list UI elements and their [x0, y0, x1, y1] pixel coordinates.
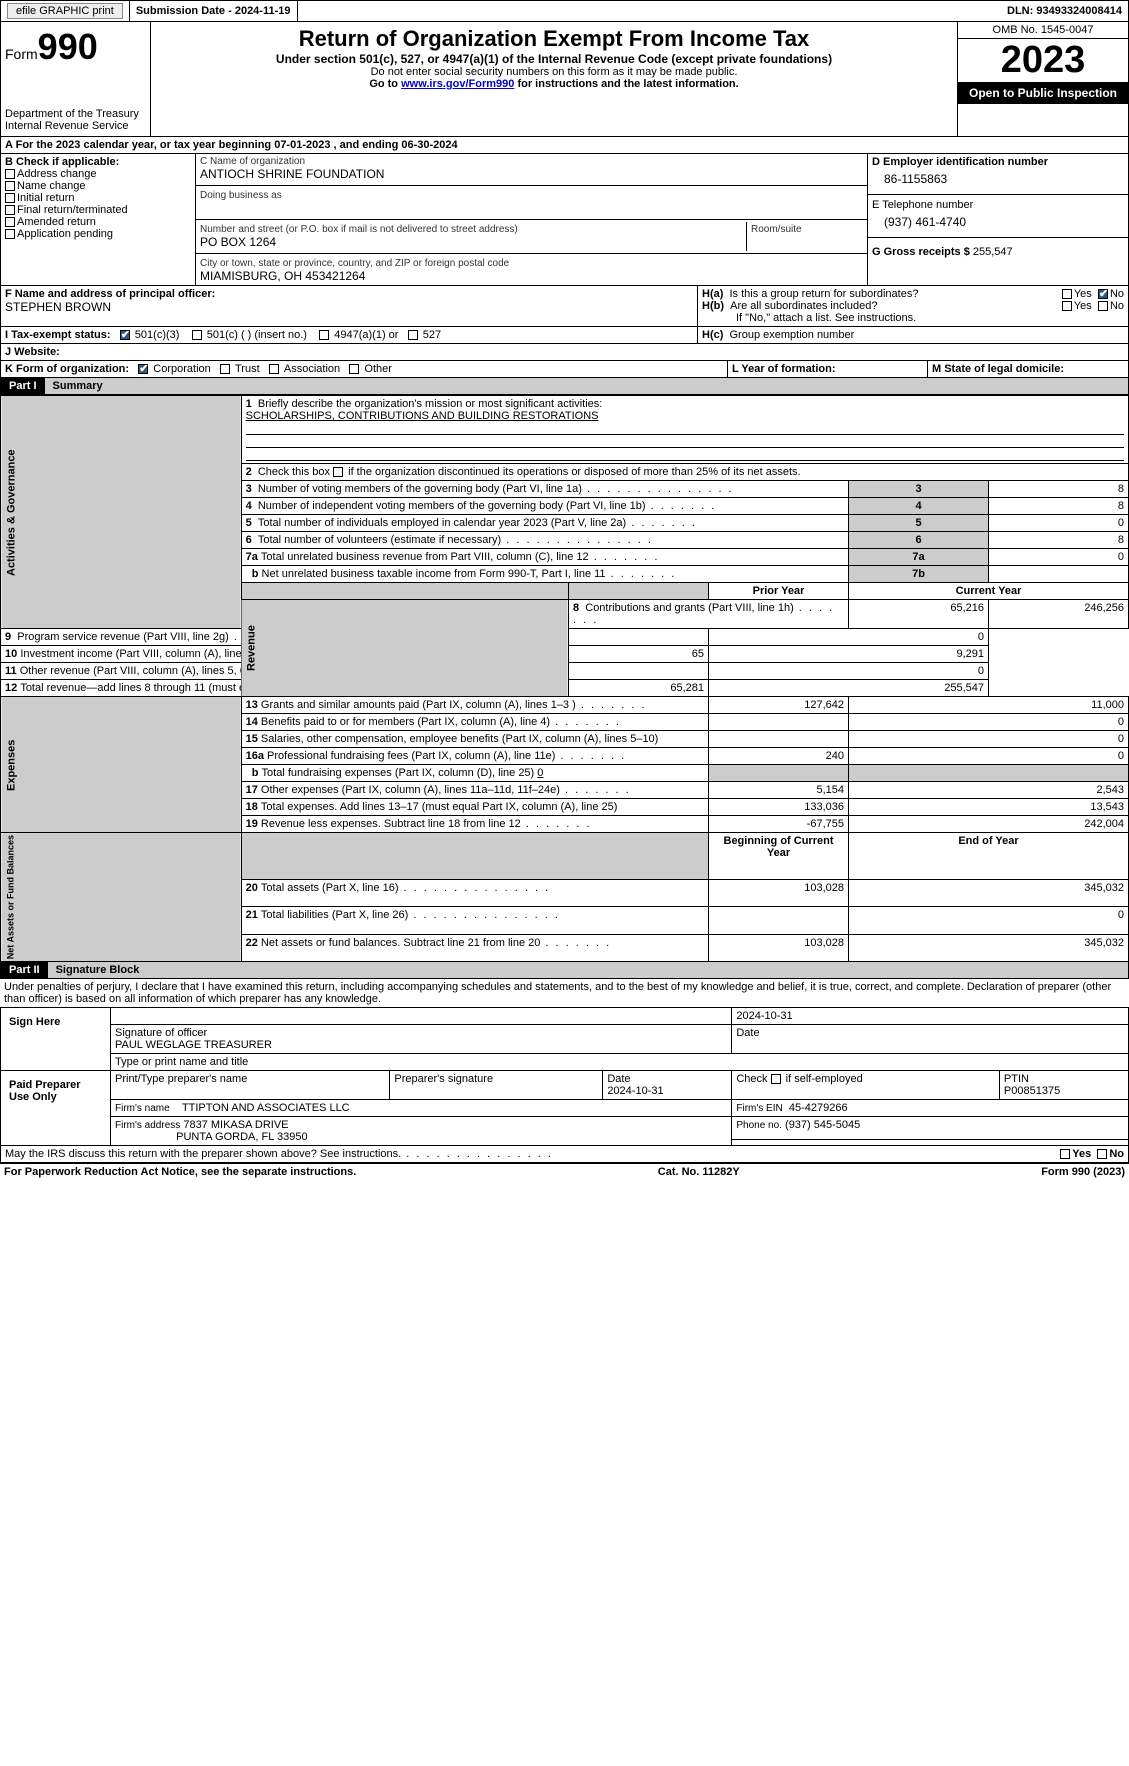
chk-ha-no[interactable] — [1098, 289, 1108, 299]
officer-name: PAUL WEGLAGE TREASURER — [115, 1039, 272, 1051]
ssn-note: Do not enter social security numbers on … — [155, 66, 953, 78]
firm-ein: 45-4279266 — [789, 1102, 848, 1114]
box-f: F Name and address of principal officer:… — [1, 286, 698, 326]
principal-officer: STEPHEN BROWN — [5, 300, 693, 314]
paid-preparer: Paid Preparer Use Only — [1, 1071, 111, 1146]
chk-address-change[interactable] — [5, 169, 15, 179]
dba — [200, 201, 863, 215]
topbar: efile GRAPHIC print Submission Date - 20… — [0, 0, 1129, 22]
form-rev: Form 990 (2023) — [1041, 1166, 1125, 1178]
part2-label: Part II — [1, 962, 48, 978]
firm-address2: PUNTA GORDA, FL 33950 — [176, 1131, 307, 1143]
efile-print: efile GRAPHIC print — [1, 1, 130, 21]
dln: DLN: 93493324008414 — [1001, 1, 1128, 21]
chk-application-pending[interactable] — [5, 229, 15, 239]
perjury-declaration: Under penalties of perjury, I declare th… — [0, 979, 1129, 1007]
vlabel-revenue: Revenue — [241, 600, 568, 697]
gross-receipts: G Gross receipts $ 255,547 — [868, 240, 1128, 264]
ptin: P00851375 — [1004, 1085, 1060, 1097]
chk-discuss-yes[interactable] — [1060, 1149, 1070, 1159]
cat-no: Cat. No. 11282Y — [658, 1166, 740, 1178]
irs-link[interactable]: www.irs.gov/Form990 — [401, 78, 514, 90]
firm-address1: 7837 MIKASA DRIVE — [183, 1119, 288, 1131]
discuss-row: May the IRS discuss this return with the… — [0, 1146, 1129, 1163]
chk-discontinued[interactable] — [333, 467, 343, 477]
chk-amended-return[interactable] — [5, 217, 15, 227]
sign-here: Sign Here — [1, 1008, 111, 1071]
section-bcdeg: B Check if applicable: Address change Na… — [0, 154, 1129, 286]
period-a: A For the 2023 calendar year, or tax yea… — [1, 137, 1128, 153]
city-state-zip: MIAMISBURG, OH 453421264 — [200, 269, 863, 283]
chk-4947[interactable] — [319, 330, 329, 340]
box-b: B Check if applicable: Address change Na… — [1, 154, 196, 285]
part1-header-row: Part I Summary — [0, 378, 1129, 395]
website: J Website: — [1, 344, 1128, 360]
chk-501c[interactable] — [192, 330, 202, 340]
chk-527[interactable] — [408, 330, 418, 340]
chk-other[interactable] — [349, 364, 359, 374]
chk-hb-yes[interactable] — [1062, 301, 1072, 311]
box-hc: H(c) Group exemption number — [698, 327, 1128, 343]
instructions-note: Go to www.irs.gov/Form990 for instructio… — [155, 78, 953, 90]
form-990-label: Form990 — [5, 26, 146, 68]
chk-discuss-no[interactable] — [1097, 1149, 1107, 1159]
open-inspection: Open to Public Inspection — [958, 82, 1128, 104]
box-h: H(a) Is this a group return for subordin… — [698, 286, 1128, 326]
vlabel-governance: Activities & Governance — [1, 396, 242, 629]
signature-table: Sign Here 2024-10-31 Signature of office… — [0, 1007, 1129, 1146]
part1-label: Part I — [1, 378, 45, 394]
submission-date: Submission Date - 2024-11-19 — [130, 1, 298, 21]
year-formation: L Year of formation: — [728, 361, 928, 377]
paperwork-notice: For Paperwork Reduction Act Notice, see … — [4, 1166, 356, 1178]
firm-name: TTIPTON AND ASSOCIATES LLC — [182, 1102, 350, 1114]
form-title: Return of Organization Exempt From Incom… — [155, 26, 953, 52]
street-address: PO BOX 1264 — [200, 235, 742, 249]
section-i: I Tax-exempt status: 501(c)(3) 501(c) ( … — [0, 327, 1129, 344]
part2-title: Signature Block — [48, 962, 1128, 978]
vlabel-expenses: Expenses — [1, 697, 242, 833]
chk-name-change[interactable] — [5, 181, 15, 191]
irs-label: Internal Revenue Service — [5, 120, 146, 132]
form-header: Form990 Department of the Treasury Inter… — [0, 22, 1129, 137]
box-c: C Name of organization ANTIOCH SHRINE FO… — [196, 154, 868, 285]
part1-title: Summary — [45, 378, 1128, 394]
box-k: K Form of organization: Corporation Trus… — [1, 361, 728, 377]
chk-trust[interactable] — [220, 364, 230, 374]
chk-hb-no[interactable] — [1098, 301, 1108, 311]
chk-initial-return[interactable] — [5, 193, 15, 203]
chk-501c3[interactable] — [120, 330, 130, 340]
omb-number: OMB No. 1545-0047 — [958, 22, 1128, 39]
vlabel-netassets: Net Assets or Fund Balances — [1, 833, 242, 962]
telephone: (937) 461-4740 — [872, 211, 1124, 233]
state-domicile: M State of legal domicile: — [928, 361, 1128, 377]
chk-association[interactable] — [269, 364, 279, 374]
summary-table: Activities & Governance 1 Briefly descri… — [0, 395, 1129, 962]
chk-final-return[interactable] — [5, 205, 15, 215]
fundraising-exp: 0 — [537, 767, 543, 779]
chk-corporation[interactable] — [138, 364, 148, 374]
chk-self-employed[interactable] — [771, 1074, 781, 1084]
ein: 86-1155863 — [872, 168, 1124, 190]
dept-treasury: Department of the Treasury — [5, 108, 146, 120]
chk-ha-yes[interactable] — [1062, 289, 1072, 299]
period-row: A For the 2023 calendar year, or tax yea… — [0, 137, 1129, 154]
efile-print-button[interactable]: efile GRAPHIC print — [7, 3, 123, 19]
form-subtitle: Under section 501(c), 527, or 4947(a)(1)… — [155, 52, 953, 66]
firm-phone: (937) 545-5045 — [785, 1119, 860, 1131]
section-fh: F Name and address of principal officer:… — [0, 286, 1129, 327]
section-j: J Website: — [0, 344, 1129, 361]
mission-text: SCHOLARSHIPS, CONTRIBUTIONS AND BUILDING… — [246, 410, 599, 422]
box-deg: D Employer identification number 86-1155… — [868, 154, 1128, 285]
tax-year: 2023 — [958, 39, 1128, 82]
section-klm: K Form of organization: Corporation Trus… — [0, 361, 1129, 378]
footer: For Paperwork Reduction Act Notice, see … — [0, 1163, 1129, 1180]
org-name: ANTIOCH SHRINE FOUNDATION — [200, 167, 863, 181]
box-i: I Tax-exempt status: 501(c)(3) 501(c) ( … — [1, 327, 698, 343]
part2-header-row: Part II Signature Block — [0, 962, 1129, 979]
